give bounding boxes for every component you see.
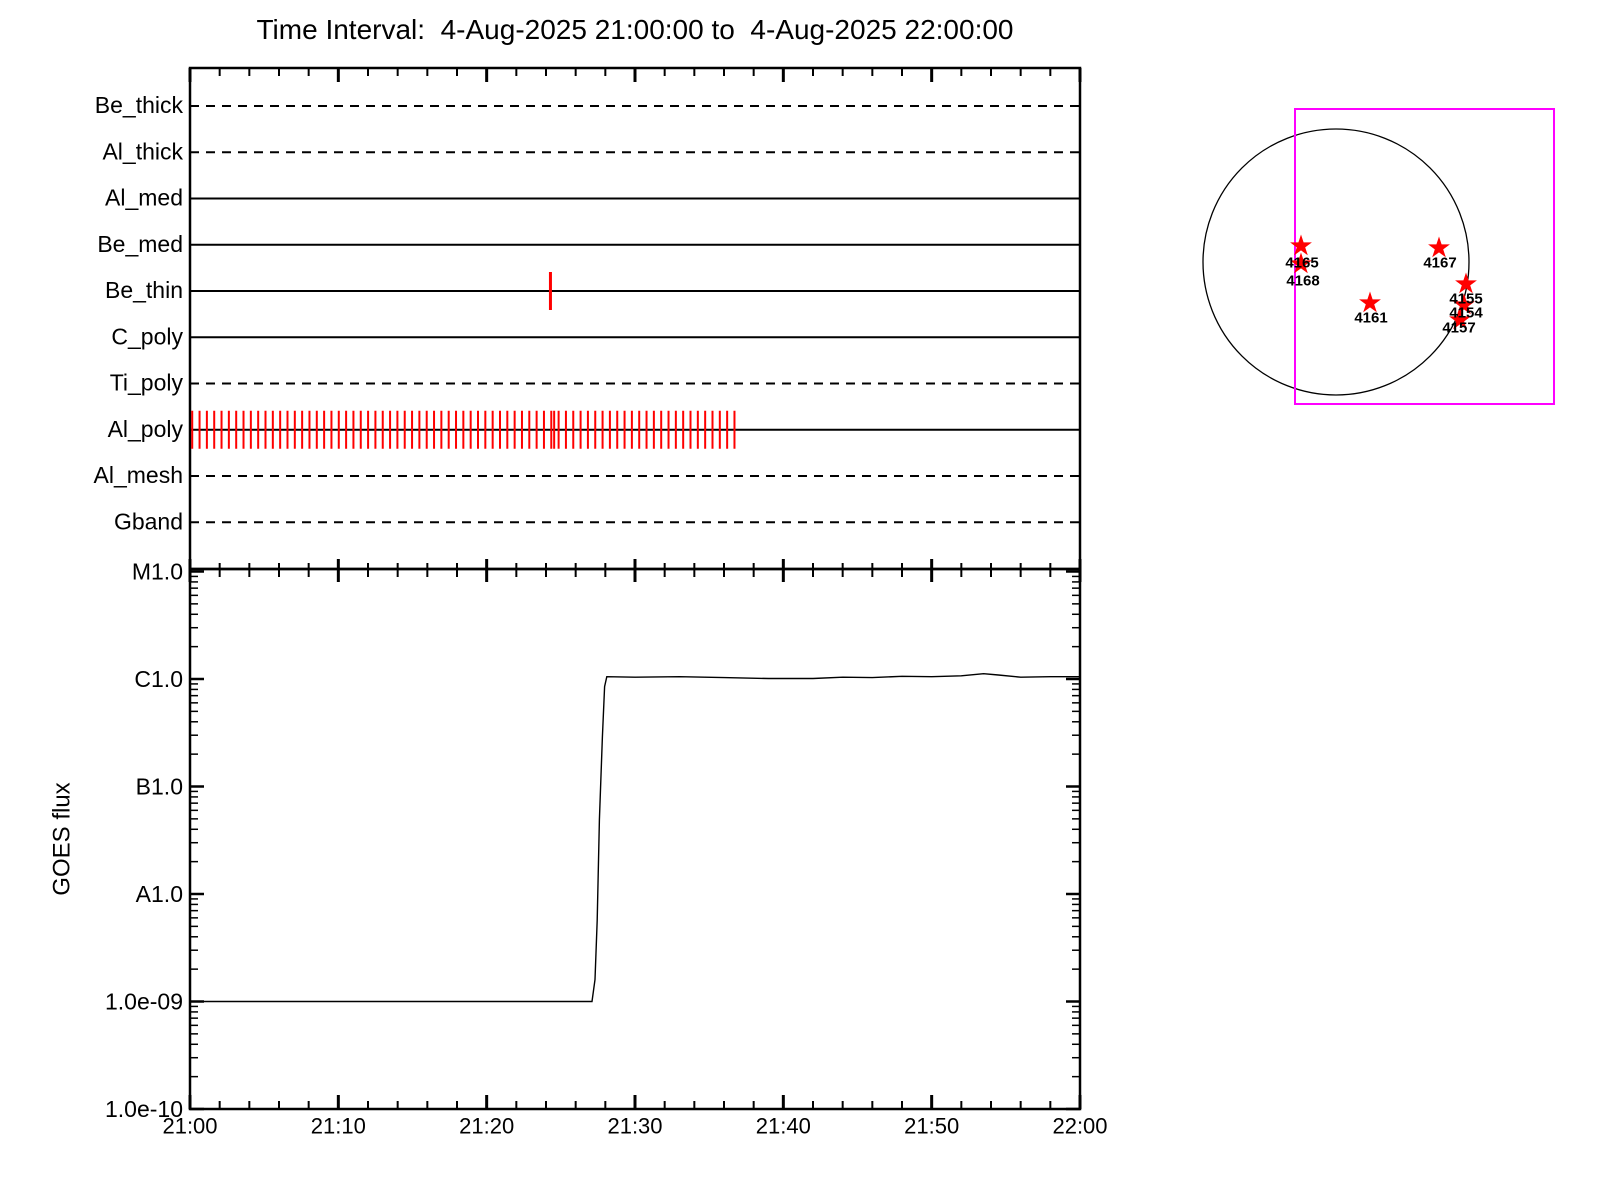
goes-ylabel-group: GOES flux — [49, 782, 76, 895]
ar-label-4168: 4168 — [1286, 273, 1319, 290]
timeline-frame — [188, 66, 1082, 571]
filter-row-Gband: Gband — [114, 508, 1080, 534]
filter-row-label-C_poly: C_poly — [111, 323, 183, 349]
filter-row-label-Al_mesh: Al_mesh — [94, 462, 183, 488]
filter-row-Ti_poly: Ti_poly — [110, 370, 1080, 396]
filter-row-Al_thick: Al_thick — [102, 138, 1080, 164]
y-tick-label-A1.0: A1.0 — [136, 881, 183, 907]
x-tick-label-21:30: 21:30 — [607, 1114, 662, 1139]
y-tick-label-1.0e-09: 1.0e-09 — [105, 989, 183, 1015]
goes-y-axis: M1.0 C1.0 B1.0 A1.0 1.0e-09 1.0e-10 — [105, 559, 1080, 1122]
filter-row-label-Gband: Gband — [114, 508, 183, 534]
filter-row-label-Al_thick: Al_thick — [102, 138, 183, 164]
chart-title: Time Interval: 4-Aug-2025 21:00:00 to 4-… — [256, 14, 1014, 45]
x-tick-label-22:00: 22:00 — [1052, 1114, 1107, 1139]
ar-label-4154: 4154 — [1449, 305, 1483, 322]
filter-row-Be_med: Be_med — [97, 231, 1080, 257]
ar-label-4165: 4165 — [1285, 255, 1318, 272]
y-tick-label-M1.0: M1.0 — [132, 559, 183, 585]
time-axis-ticks — [188, 68, 1082, 1109]
filter-row-label-Be_med: Be_med — [97, 231, 183, 257]
x-tick-label-21:10: 21:10 — [311, 1114, 366, 1139]
ar-label-4161: 4161 — [1354, 310, 1387, 327]
filter-row-label-Be_thin: Be_thin — [105, 277, 183, 303]
filter-row-label-Al_med: Al_med — [105, 185, 183, 211]
filter-row-label-Ti_poly: Ti_poly — [110, 370, 184, 396]
star-icon-4161 — [1359, 291, 1381, 313]
time-axis-labels: 21:00 21:10 21:20 21:30 21:40 21:50 22:00 — [162, 1114, 1107, 1139]
goes-ylabel: GOES flux — [49, 782, 76, 895]
filter-row-Al_poly: Al_poly — [108, 410, 1080, 449]
x-tick-label-21:20: 21:20 — [459, 1114, 514, 1139]
x-tick-label-21:00: 21:00 — [162, 1114, 217, 1139]
star-icon-4155 — [1455, 272, 1477, 294]
x-tick-label-21:50: 21:50 — [904, 1114, 959, 1139]
filter-row-Al_mesh: Al_mesh — [94, 462, 1080, 488]
ar-label-4167: 4167 — [1423, 255, 1456, 272]
star-icon-4157 — [1449, 308, 1471, 330]
star-icon-4168 — [1290, 252, 1312, 274]
x-tick-label-21:40: 21:40 — [756, 1114, 811, 1139]
ar-label-4155: 4155 — [1449, 291, 1482, 308]
y-tick-label-B1.0: B1.0 — [136, 774, 183, 800]
filter-row-Al_med: Al_med — [105, 185, 1080, 211]
filter-row-label-Al_poly: Al_poly — [108, 416, 184, 442]
star-icon-4154 — [1453, 293, 1475, 315]
y-tick-label-1.0e-10: 1.0e-10 — [105, 1096, 183, 1122]
y-tick-label-C1.0: C1.0 — [134, 666, 183, 692]
filter-row-Be_thin: Be_thin — [105, 272, 1080, 310]
plot-frames — [188, 66, 1082, 1111]
filter-row-label-Be_thick: Be_thick — [95, 92, 184, 118]
xrt-fov-box — [1294, 108, 1555, 405]
ar-label-4157: 4157 — [1442, 320, 1475, 337]
exposure-ticks-Al_poly — [191, 410, 736, 449]
filter-row-C_poly: C_poly — [111, 323, 1080, 349]
goes-curve-goes-long-channel — [190, 672, 1080, 1003]
filter-row-Be_thick: Be_thick — [95, 92, 1080, 118]
star-icon-4165 — [1290, 234, 1312, 256]
star-icon-4167 — [1428, 236, 1450, 258]
filter-rows: Be_thick Al_thick Al_med Be_med Be_thin C_pol… — [94, 92, 1080, 534]
solar-disk — [1202, 128, 1470, 396]
goes-frame — [188, 567, 1082, 1111]
